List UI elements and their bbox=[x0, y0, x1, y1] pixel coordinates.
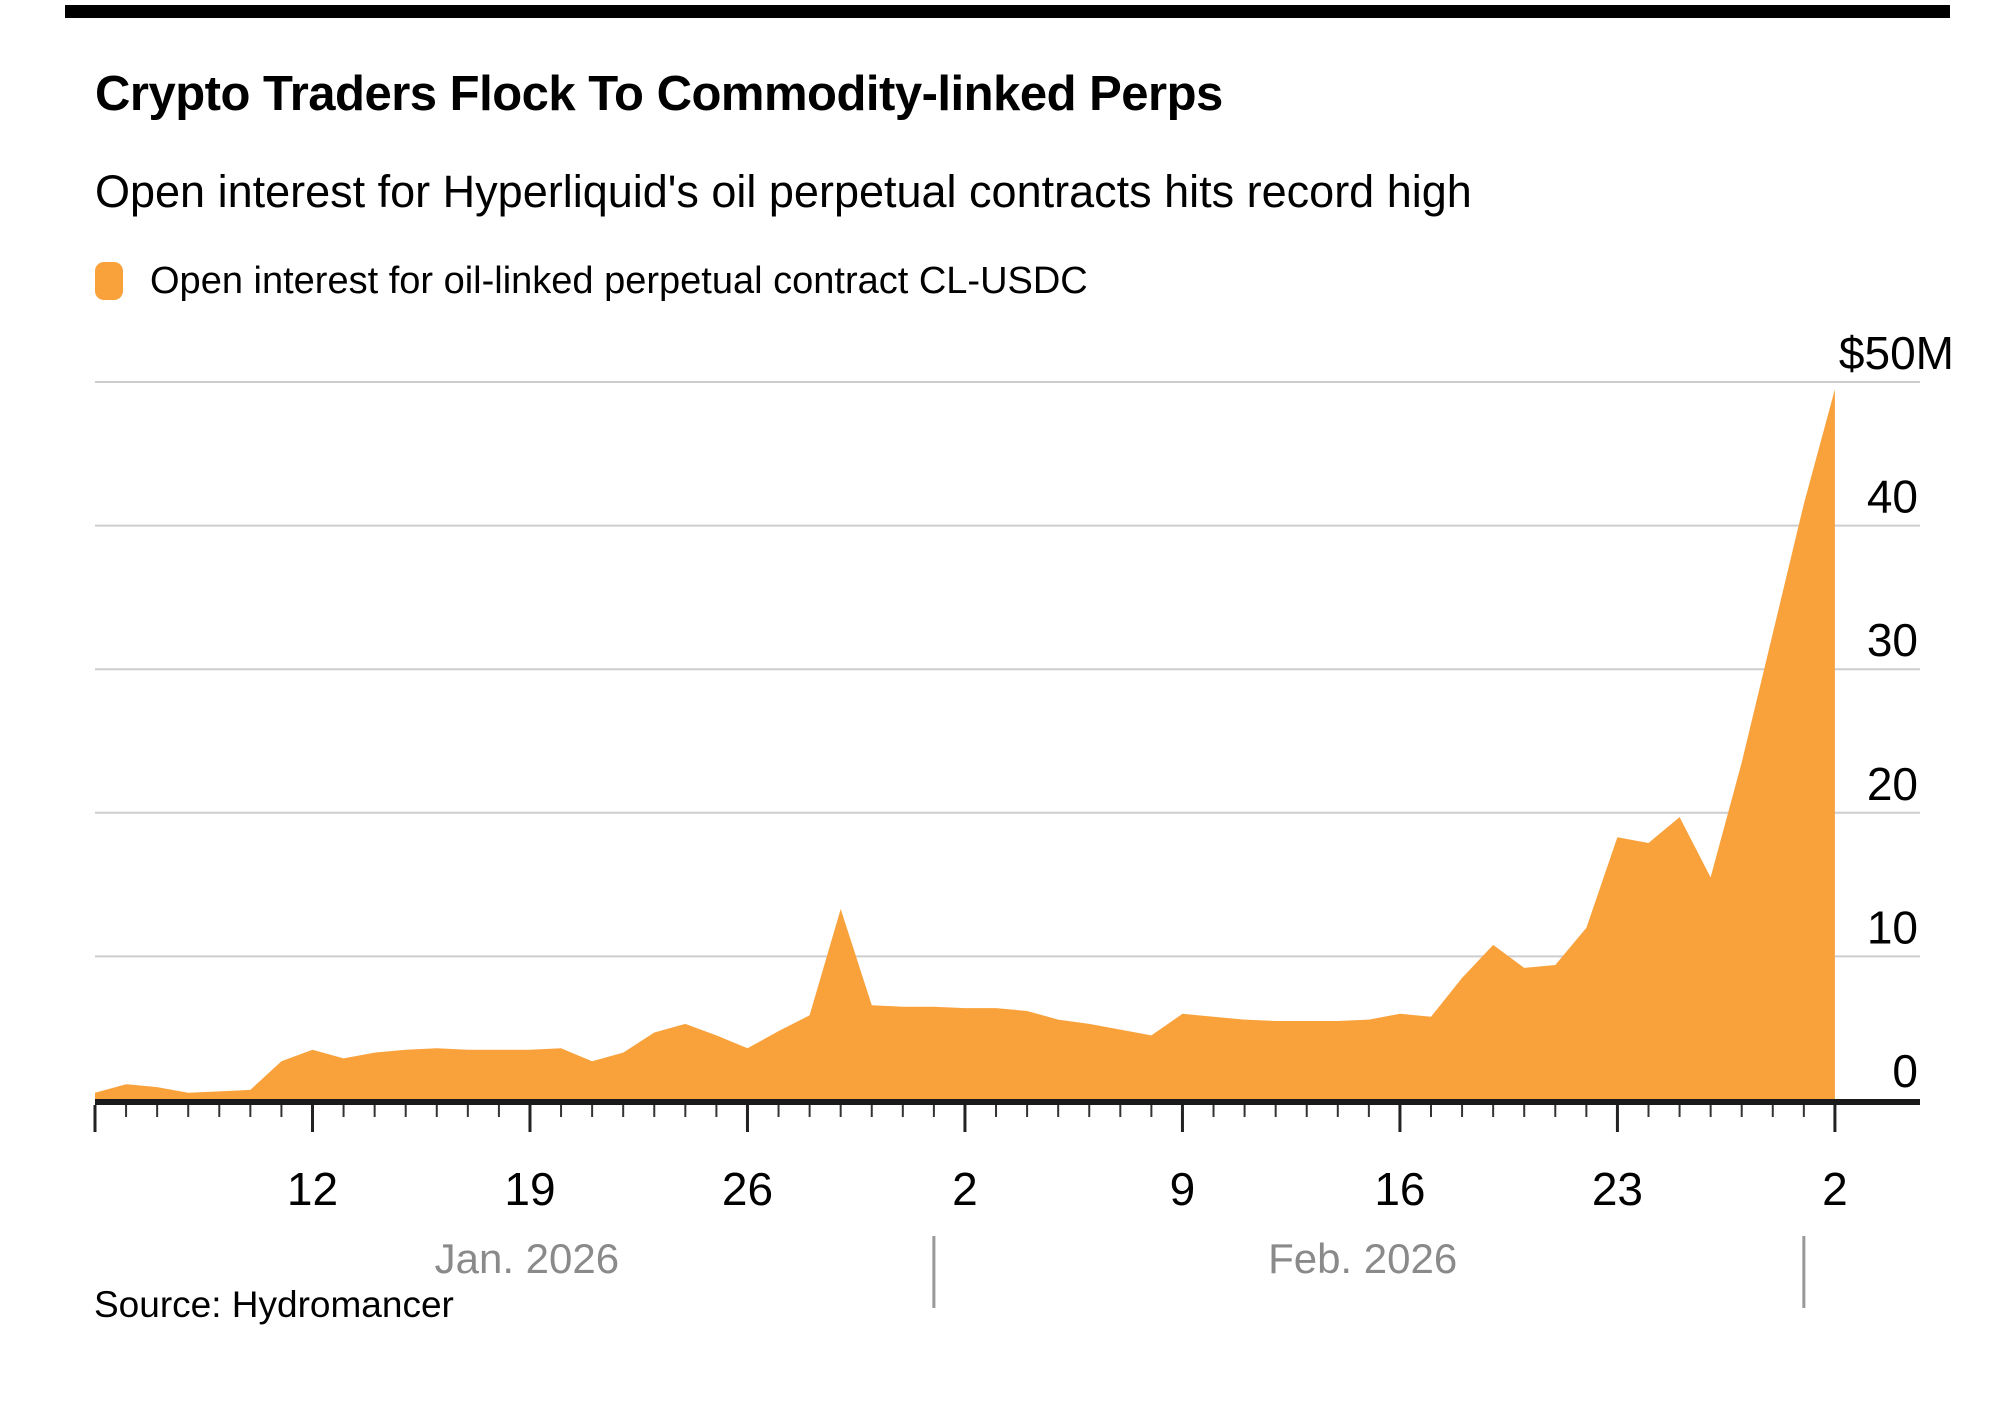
x-axis-label-2026-01-12: 12 bbox=[287, 1163, 338, 1215]
y-axis-label-40: 40 bbox=[1867, 471, 1918, 523]
y-axis-label-20: 20 bbox=[1867, 758, 1918, 810]
top-rule bbox=[65, 5, 1950, 18]
x-axis-label-2026-01-26: 26 bbox=[722, 1163, 773, 1215]
legend-swatch bbox=[95, 262, 123, 300]
source-line: Source: Hydromancer bbox=[94, 1284, 454, 1325]
chart-title: Crypto Traders Flock To Commodity-linked… bbox=[95, 67, 1223, 121]
area-series-open-interest bbox=[95, 389, 1835, 1100]
x-axis-label-2026-02-09: 9 bbox=[1170, 1163, 1196, 1215]
x-axis-label-2026-02-02: 2 bbox=[952, 1163, 978, 1215]
chart-subtitle: Open interest for Hyperliquid's oil perp… bbox=[95, 166, 1472, 217]
y-axis-label-50: $50M bbox=[1839, 327, 1954, 379]
y-axis-label-0: 0 bbox=[1892, 1045, 1918, 1097]
x-axis-label-2026-02-16: 16 bbox=[1374, 1163, 1425, 1215]
x-axis-label-2026-02-23: 23 bbox=[1592, 1163, 1643, 1215]
month-label-0: Jan. 2026 bbox=[435, 1235, 620, 1282]
month-label-1: Feb. 2026 bbox=[1268, 1235, 1457, 1282]
x-axis-label-2026-01-19: 19 bbox=[504, 1163, 555, 1215]
y-axis-label-30: 30 bbox=[1867, 614, 1918, 666]
y-axis-label-10: 10 bbox=[1867, 901, 1918, 953]
legend: Open interest for oil-linked perpetual c… bbox=[95, 258, 1088, 304]
x-axis-label-2026-03-02: 2 bbox=[1822, 1163, 1848, 1215]
legend-label: Open interest for oil-linked perpetual c… bbox=[150, 259, 1088, 302]
